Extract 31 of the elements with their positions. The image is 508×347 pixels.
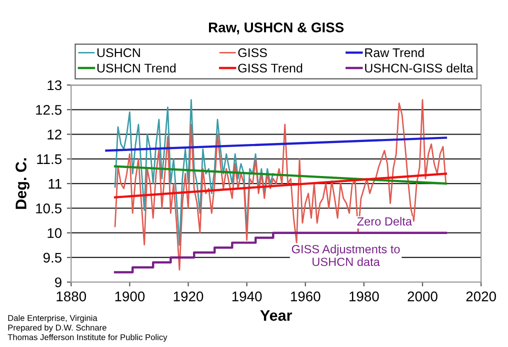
y-tick-label: 9 <box>55 277 62 288</box>
y-tick-label: 9.5 <box>43 252 62 263</box>
y-tick-label: 10 <box>48 228 62 238</box>
x-tick-label: 1940 <box>232 292 262 302</box>
annotation: Zero Delta <box>357 216 412 226</box>
legend-label: GISS Trend <box>238 63 302 73</box>
legend-label: USHCN Trend <box>97 63 176 73</box>
y-tick-label: 10.5 <box>36 204 62 214</box>
legend-label: Raw Trend <box>365 48 424 58</box>
y-tick-label: 11.5 <box>37 154 62 164</box>
legend-label: USHCN-GISS delta <box>365 63 474 73</box>
y-tick-label: 11 <box>48 179 62 189</box>
line-series <box>114 99 447 270</box>
x-tick-label: 2000 <box>408 292 438 302</box>
text: Dale Enterprise, Virginia Prepared by D.W. Schnare Thomas Jefferson Institute for Public Policy <box>8 314 168 342</box>
x-tick-label: 1920 <box>174 292 204 302</box>
x-tick-label: 1960 <box>290 292 320 302</box>
x-tick-label: 1880 <box>56 292 86 302</box>
annotation: GISS Adjustments to USHCN data <box>292 244 400 266</box>
y-tick-label: 13 <box>48 80 62 90</box>
x-tick-label: 2020 <box>466 292 496 302</box>
y-axis-title: Deg. C. <box>16 158 30 209</box>
chart-title: Raw, USHCN & GISS <box>208 22 344 34</box>
x-tick-label: 1900 <box>115 292 145 302</box>
y-tick-label: 12 <box>48 130 62 140</box>
x-tick-label: 1980 <box>350 292 379 302</box>
line-series <box>114 99 274 246</box>
y-tick-label: 12.5 <box>36 104 62 115</box>
legend-label: USHCN <box>97 48 140 58</box>
legend-label: GISS <box>238 48 267 58</box>
x-axis-title: Year <box>260 310 292 321</box>
